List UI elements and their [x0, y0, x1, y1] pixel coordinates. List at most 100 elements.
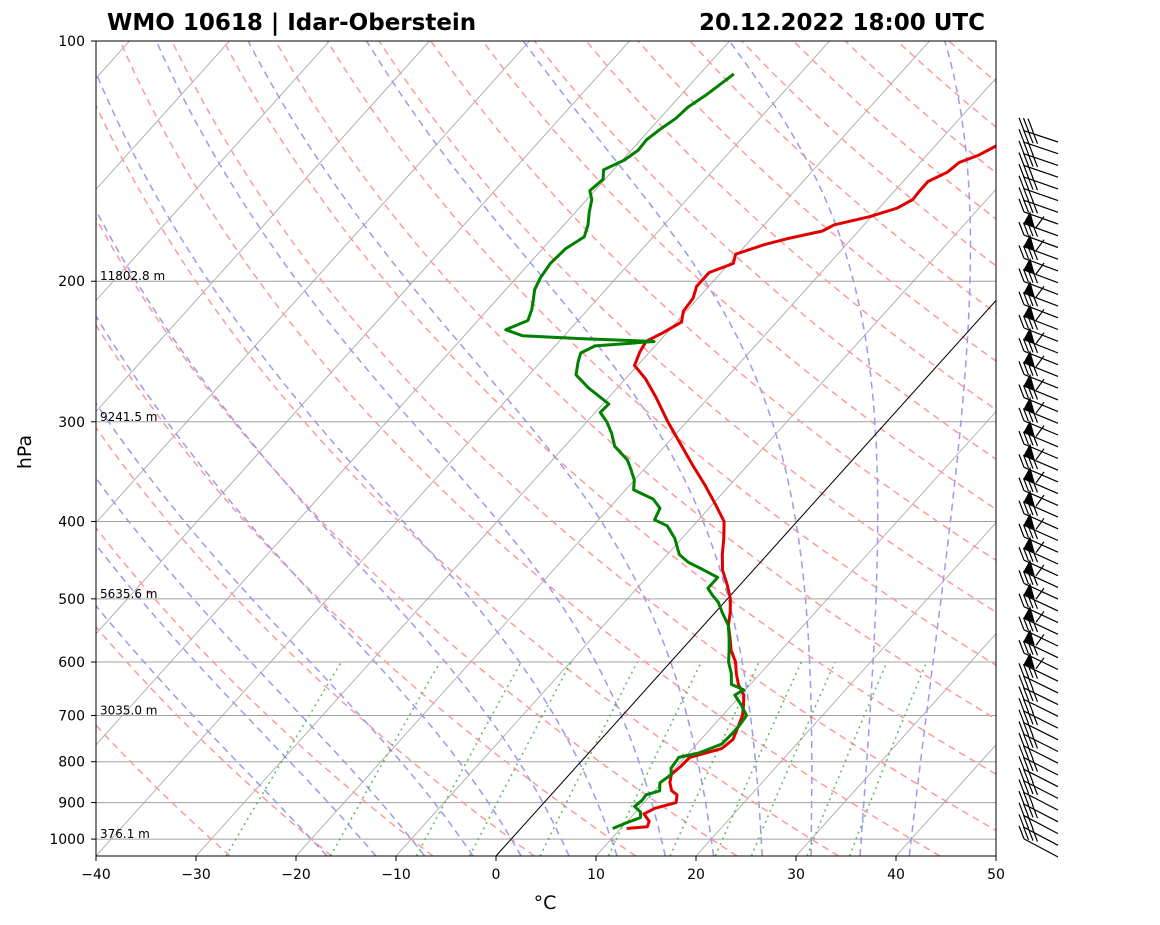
- dry-adiabat-line: [741, 41, 996, 267]
- dry-adiabat-line: [637, 41, 996, 363]
- wind-barb: [1023, 559, 1059, 588]
- isotherm-line: [295, 77, 996, 856]
- wind-barb: [1023, 257, 1059, 284]
- dry-adiabat-line: [585, 41, 996, 411]
- y-tick-label: 900: [58, 796, 85, 812]
- dry-adiabat-line: [96, 217, 738, 856]
- dry-adiabat-line: [119, 41, 941, 856]
- isotherm-line: [96, 41, 530, 524]
- dry-adiabat-line: [430, 41, 996, 562]
- mixing-ratio-line: [607, 661, 703, 856]
- isotherm-line: [96, 41, 730, 746]
- moist-adiabat-line: [728, 41, 879, 856]
- dry-adiabat-line: [948, 41, 996, 83]
- wind-barb: [1018, 686, 1059, 717]
- wind-barb: [1018, 163, 1059, 190]
- wind-barb: [1018, 697, 1059, 729]
- isotherm-line: [96, 41, 230, 190]
- wind-barb: [1018, 175, 1059, 202]
- x-tick-label: 40: [887, 867, 905, 883]
- isotherm-line: [495, 299, 996, 856]
- wind-barb: [1018, 337, 1059, 366]
- x-tick-label: −40: [81, 867, 111, 883]
- moist-adiabat-line: [96, 604, 328, 856]
- wind-barb: [1018, 152, 1059, 178]
- moist-adiabat-line: [96, 476, 426, 856]
- isotherm-line: [695, 522, 996, 856]
- height-label: 9241.5 m: [100, 410, 158, 424]
- plot-frame: [95, 40, 997, 857]
- mixing-ratio-line: [806, 661, 888, 856]
- wind-barb: [1023, 234, 1059, 260]
- y-tick-label: 500: [58, 592, 85, 608]
- x-tick-label: −10: [381, 867, 411, 883]
- y-axis: 100 200 300 400 500 600 700 800 900 1000: [49, 34, 96, 848]
- wind-barb: [1023, 350, 1059, 377]
- dry-adiabat-line: [96, 323, 637, 856]
- x-axis-label: °C: [534, 892, 557, 914]
- wind-barb: [1018, 790, 1059, 823]
- wind-barb: [1018, 825, 1059, 858]
- isotherm-line: [1096, 41, 1160, 856]
- mixing-ratio-line: [329, 661, 441, 856]
- moist-adiabat-line: [96, 543, 377, 856]
- dewpoint-profile-line: [504, 72, 748, 830]
- y-axis-label: hPa: [14, 435, 36, 469]
- height-label: 3035.0 m: [100, 703, 158, 717]
- x-tick-label: −30: [181, 867, 211, 883]
- isotherm-line: [995, 855, 996, 856]
- y-tick-label: 400: [58, 514, 85, 530]
- moist-adiabat-line: [96, 71, 618, 856]
- temperature-profile-line: [626, 144, 996, 830]
- chart-title-station: WMO 10618 | Idar-Oberstein: [107, 10, 476, 36]
- wind-barb: [1018, 140, 1059, 166]
- x-tick-label: 0: [492, 867, 501, 883]
- y-tick-label: 300: [58, 415, 85, 431]
- isotherm-line: [195, 41, 930, 856]
- y-tick-label: 200: [58, 274, 85, 290]
- wind-barb: [1018, 128, 1059, 155]
- wind-barb: [1018, 709, 1059, 741]
- dry-adiabat-line: [274, 41, 996, 720]
- wind-barb: [1018, 477, 1059, 506]
- y-tick-label: 800: [58, 755, 85, 771]
- wind-barb: [1018, 732, 1059, 764]
- mixing-ratio-line: [714, 661, 803, 856]
- moist-adiabat-line: [908, 41, 972, 856]
- mixing-ratio-line: [468, 661, 572, 856]
- x-tick-label: −20: [281, 867, 311, 883]
- wind-barb: [1023, 582, 1059, 612]
- moist-adiabat-line: [155, 41, 667, 856]
- x-axis: −40 −30 −20 −10 0 10 20 30 40 50: [81, 856, 1005, 883]
- wind-barb: [1018, 721, 1059, 753]
- dry-adiabat-line: [171, 41, 996, 832]
- mixing-ratio-line: [750, 661, 836, 856]
- x-tick-label: 30: [787, 867, 805, 883]
- height-label: 11802.8 m: [100, 269, 165, 283]
- y-tick-label: 100: [58, 34, 85, 50]
- x-tick-label: 10: [587, 867, 605, 883]
- dry-adiabat-line: [326, 41, 996, 667]
- dry-adiabat-line: [96, 103, 839, 856]
- dry-adiabat-line: [96, 426, 535, 856]
- profiles-layer: [504, 72, 996, 830]
- wind-barb: [1023, 211, 1059, 237]
- wind-barbs: [1018, 117, 1059, 858]
- mixing-ratio-line: [539, 661, 639, 856]
- chart-title-datetime: 20.12.2022 18:00 UTC: [699, 10, 985, 36]
- dry-adiabat-line: [844, 41, 996, 174]
- moist-adiabat-line: [96, 208, 570, 856]
- wind-barb: [1018, 198, 1059, 225]
- moist-adiabat-line: [365, 41, 763, 856]
- mixing-ratio-line: [225, 661, 342, 856]
- x-tick-label: 20: [687, 867, 705, 883]
- moist-adiabat-line: [522, 41, 813, 856]
- wind-barb: [1018, 117, 1059, 143]
- wind-barb: [1018, 268, 1059, 295]
- isotherm-line: [96, 41, 630, 635]
- wind-barb: [1023, 373, 1059, 401]
- height-label: 376.1 m: [100, 827, 150, 841]
- dry-adiabat-line: [96, 625, 332, 856]
- x-tick-label: 50: [987, 867, 1005, 883]
